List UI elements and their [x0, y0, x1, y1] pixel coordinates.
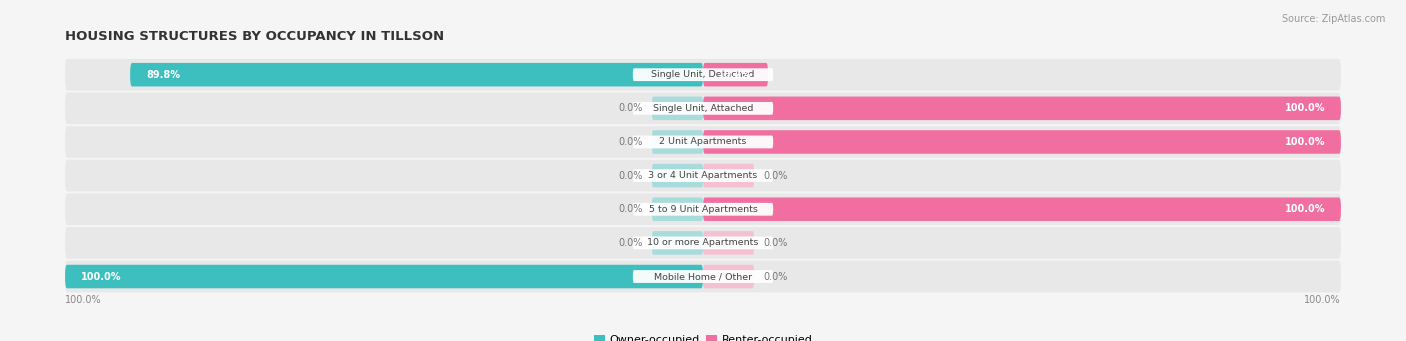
FancyBboxPatch shape: [65, 59, 1341, 90]
Text: 3 or 4 Unit Apartments: 3 or 4 Unit Apartments: [648, 171, 758, 180]
FancyBboxPatch shape: [652, 231, 703, 255]
FancyBboxPatch shape: [633, 102, 773, 115]
FancyBboxPatch shape: [633, 136, 773, 148]
FancyBboxPatch shape: [703, 265, 754, 288]
Text: 5 to 9 Unit Apartments: 5 to 9 Unit Apartments: [648, 205, 758, 214]
FancyBboxPatch shape: [65, 193, 1341, 225]
Text: 0.0%: 0.0%: [763, 238, 787, 248]
FancyBboxPatch shape: [65, 227, 1341, 259]
FancyBboxPatch shape: [633, 169, 773, 182]
Text: Single Unit, Attached: Single Unit, Attached: [652, 104, 754, 113]
FancyBboxPatch shape: [703, 130, 1341, 154]
FancyBboxPatch shape: [703, 63, 768, 87]
FancyBboxPatch shape: [652, 197, 703, 221]
FancyBboxPatch shape: [652, 97, 703, 120]
FancyBboxPatch shape: [633, 237, 773, 249]
FancyBboxPatch shape: [65, 126, 1341, 158]
Text: Source: ZipAtlas.com: Source: ZipAtlas.com: [1281, 14, 1385, 24]
Text: 100.0%: 100.0%: [65, 295, 101, 305]
Text: 100.0%: 100.0%: [82, 271, 121, 282]
Text: 0.0%: 0.0%: [763, 170, 787, 181]
Text: 0.0%: 0.0%: [619, 204, 643, 214]
Text: 0.0%: 0.0%: [619, 238, 643, 248]
Text: 100.0%: 100.0%: [1285, 204, 1324, 214]
Legend: Owner-occupied, Renter-occupied: Owner-occupied, Renter-occupied: [589, 330, 817, 341]
FancyBboxPatch shape: [65, 261, 1341, 292]
FancyBboxPatch shape: [633, 270, 773, 283]
Text: HOUSING STRUCTURES BY OCCUPANCY IN TILLSON: HOUSING STRUCTURES BY OCCUPANCY IN TILLS…: [65, 30, 444, 43]
FancyBboxPatch shape: [65, 160, 1341, 191]
FancyBboxPatch shape: [703, 197, 1341, 221]
Text: 10 or more Apartments: 10 or more Apartments: [647, 238, 759, 247]
FancyBboxPatch shape: [703, 231, 754, 255]
FancyBboxPatch shape: [65, 92, 1341, 124]
Text: 0.0%: 0.0%: [619, 170, 643, 181]
Text: 0.0%: 0.0%: [619, 103, 643, 113]
Text: 100.0%: 100.0%: [1305, 295, 1341, 305]
FancyBboxPatch shape: [652, 164, 703, 188]
FancyBboxPatch shape: [703, 164, 754, 188]
FancyBboxPatch shape: [652, 130, 703, 154]
Text: 0.0%: 0.0%: [619, 137, 643, 147]
Text: 10.2%: 10.2%: [718, 70, 752, 80]
FancyBboxPatch shape: [131, 63, 703, 87]
Text: Single Unit, Detached: Single Unit, Detached: [651, 70, 755, 79]
Text: 2 Unit Apartments: 2 Unit Apartments: [659, 137, 747, 147]
Text: 89.8%: 89.8%: [146, 70, 180, 80]
Text: 100.0%: 100.0%: [1285, 103, 1324, 113]
FancyBboxPatch shape: [633, 68, 773, 81]
Text: 0.0%: 0.0%: [763, 271, 787, 282]
Text: 100.0%: 100.0%: [1285, 137, 1324, 147]
FancyBboxPatch shape: [633, 203, 773, 216]
FancyBboxPatch shape: [703, 97, 1341, 120]
Text: Mobile Home / Other: Mobile Home / Other: [654, 272, 752, 281]
FancyBboxPatch shape: [65, 265, 703, 288]
